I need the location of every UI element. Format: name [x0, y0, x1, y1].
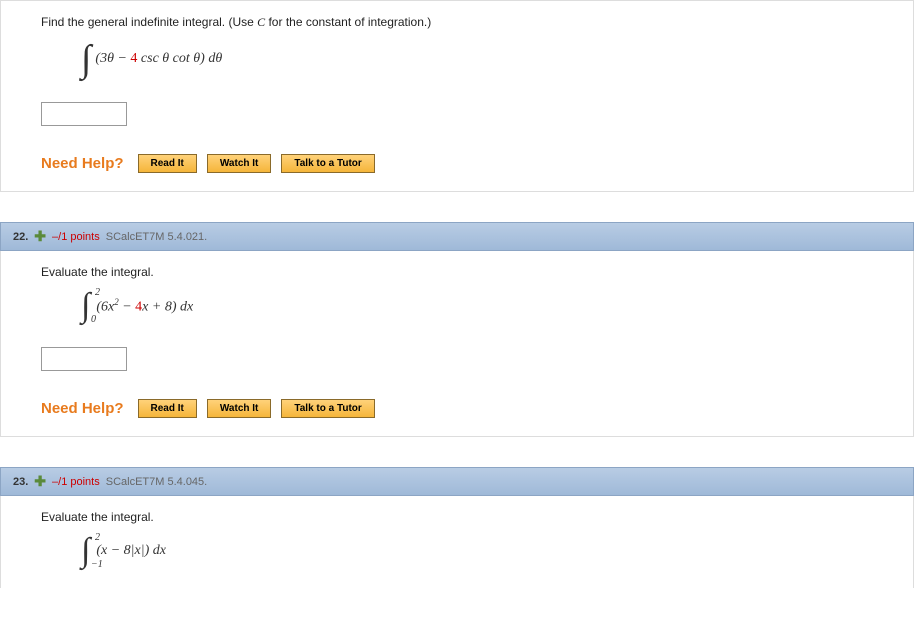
expand-icon[interactable]: ✚: [34, 473, 46, 490]
source-label: SCalcET7M 5.4.045.: [106, 476, 208, 488]
prompt-c-var: C: [257, 15, 265, 29]
question-number: 22.: [13, 231, 28, 243]
question-prompt: Evaluate the integral.: [41, 510, 893, 524]
question-prompt: Evaluate the integral.: [41, 265, 893, 279]
lower-limit: −1: [91, 559, 103, 570]
talk-tutor-button[interactable]: Talk to a Tutor: [281, 154, 374, 173]
help-row: Need Help? Read It Watch It Talk to a Tu…: [41, 154, 893, 173]
question-21: Find the general indefinite integral. (U…: [0, 0, 914, 192]
lower-limit: 0: [91, 314, 96, 325]
integrand-c: csc θ cot θ) dθ: [137, 51, 222, 66]
prompt-text-b: for the constant of integration.): [265, 15, 431, 29]
integrand: (6x2 − 4x + 8) dx: [96, 297, 193, 316]
integral-expression: ∫ (3θ − 4 csc θ cot θ) dθ: [81, 40, 893, 78]
need-help-label: Need Help?: [41, 400, 124, 417]
integral-expression: ∫ 2 0 (6x2 − 4x + 8) dx: [81, 289, 893, 323]
points-label: –/1 points: [52, 231, 100, 243]
integral-icon: ∫ 2 0: [81, 289, 90, 323]
source-label: SCalcET7M 5.4.021.: [106, 231, 208, 243]
question-prompt: Find the general indefinite integral. (U…: [41, 15, 893, 30]
read-it-button[interactable]: Read It: [138, 399, 197, 418]
question-header: 23. ✚ –/1 points SCalcET7M 5.4.045.: [0, 467, 914, 496]
question-22: 22. ✚ –/1 points SCalcET7M 5.4.021. Eval…: [0, 222, 914, 437]
integrand-a: (3θ −: [95, 51, 130, 66]
integral-expression: ∫ 2 −1 (x − 8|x|) dx: [81, 534, 893, 568]
points-label: –/1 points: [52, 476, 100, 488]
need-help-label: Need Help?: [41, 155, 124, 172]
help-row: Need Help? Read It Watch It Talk to a Tu…: [41, 399, 893, 418]
integrand-a: (6x: [96, 299, 114, 314]
answer-input[interactable]: [41, 347, 127, 371]
question-header: 22. ✚ –/1 points SCalcET7M 5.4.021.: [0, 222, 914, 251]
upper-limit: 2: [95, 287, 100, 298]
question-23: 23. ✚ –/1 points SCalcET7M 5.4.045. Eval…: [0, 467, 914, 588]
question-body: Find the general indefinite integral. (U…: [0, 0, 914, 192]
answer-input[interactable]: [41, 102, 127, 126]
watch-it-button[interactable]: Watch It: [207, 154, 272, 173]
question-number: 23.: [13, 476, 28, 488]
upper-limit: 2: [95, 532, 100, 543]
read-it-button[interactable]: Read It: [138, 154, 197, 173]
question-body: Evaluate the integral. ∫ 2 −1 (x − 8|x|)…: [0, 496, 914, 588]
watch-it-button[interactable]: Watch It: [207, 399, 272, 418]
integrand-b: −: [119, 299, 135, 314]
integral-icon: ∫: [81, 40, 91, 78]
integrand: (x − 8|x|) dx: [96, 543, 166, 559]
integrand: (3θ − 4 csc θ cot θ) dθ: [95, 51, 222, 67]
integral-icon: ∫ 2 −1: [81, 534, 90, 568]
expand-icon[interactable]: ✚: [34, 228, 46, 245]
question-body: Evaluate the integral. ∫ 2 0 (6x2 − 4x +…: [0, 251, 914, 437]
prompt-text-a: Find the general indefinite integral. (U…: [41, 15, 257, 29]
talk-tutor-button[interactable]: Talk to a Tutor: [281, 399, 374, 418]
integrand-d: x + 8) dx: [142, 299, 193, 314]
